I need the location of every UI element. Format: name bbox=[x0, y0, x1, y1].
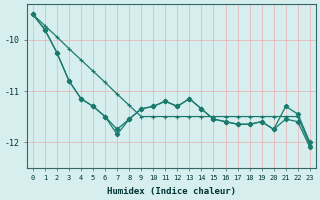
X-axis label: Humidex (Indice chaleur): Humidex (Indice chaleur) bbox=[107, 187, 236, 196]
